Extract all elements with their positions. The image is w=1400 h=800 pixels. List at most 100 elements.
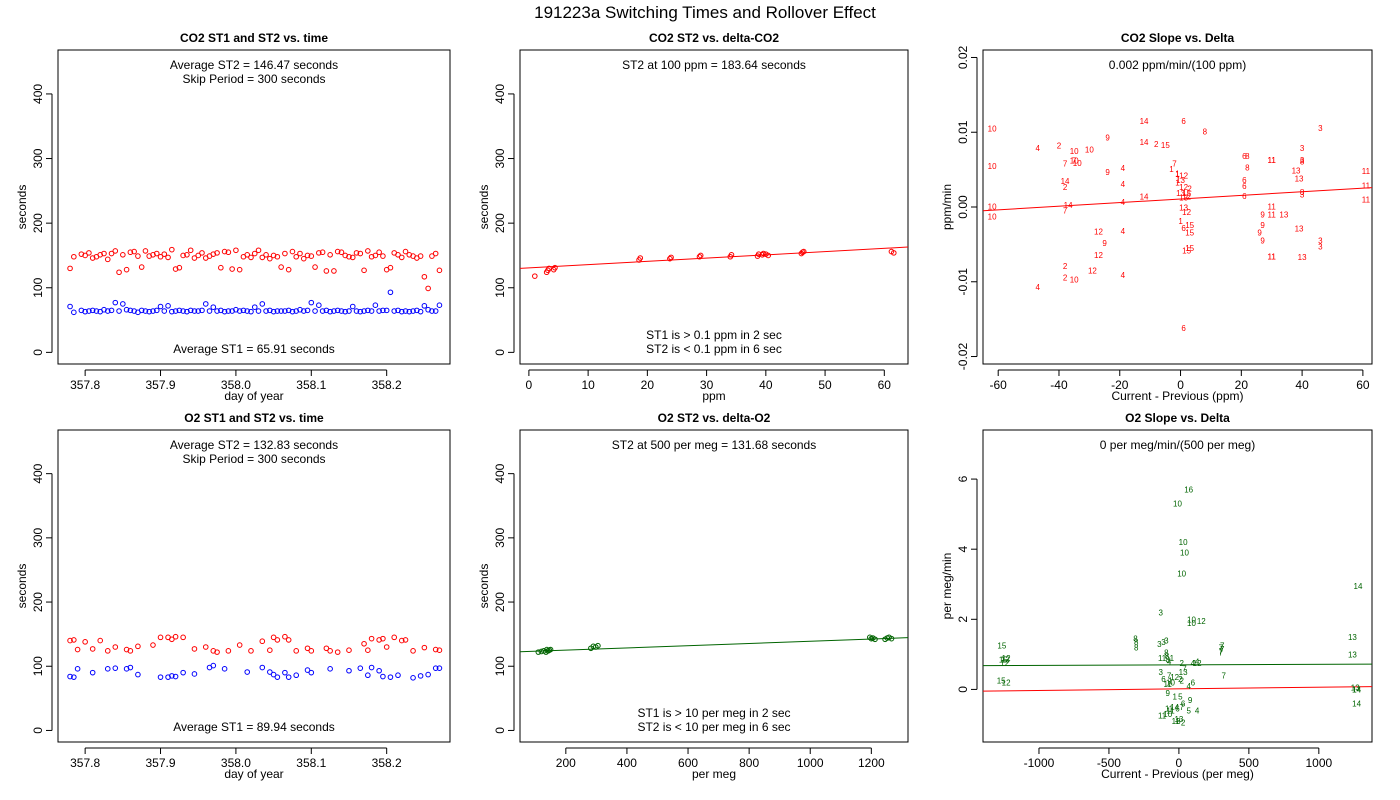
data-point-label: 1 <box>1169 165 1174 174</box>
data-point-label: 7 <box>1179 703 1184 712</box>
data-point-label: 6 <box>1181 324 1186 333</box>
data-point <box>387 289 394 296</box>
y-tick-label: 400 <box>493 463 507 483</box>
data-point-label: 11 <box>1268 252 1277 261</box>
data-point <box>383 307 390 314</box>
data-point-label: 7 <box>1219 649 1224 658</box>
data-point-label: 12 <box>1197 617 1206 626</box>
data-point <box>398 254 405 261</box>
fit-line <box>983 663 1372 667</box>
data-point-label: 11 <box>1268 202 1277 211</box>
data-point <box>236 266 243 273</box>
data-point <box>169 246 175 253</box>
data-point <box>82 252 88 259</box>
x-tick-label: 20 <box>641 378 655 392</box>
data-point <box>696 253 703 260</box>
data-point <box>331 308 337 314</box>
data-point-label: 7 <box>1167 671 1172 680</box>
data-point <box>293 648 300 654</box>
data-point <box>417 253 424 259</box>
data-point <box>282 633 288 640</box>
data-point <box>334 248 341 255</box>
annotation-line1: Average ST2 = 132.83 seconds <box>170 438 338 452</box>
data-point <box>338 308 345 314</box>
data-point <box>153 307 160 314</box>
y-tick-label: 2 <box>956 616 970 623</box>
data-point-label: 2 <box>1063 262 1068 271</box>
data-point <box>293 253 300 260</box>
data-point <box>368 308 375 314</box>
data-point-label: 12 <box>1182 208 1191 217</box>
data-point-label: 13 <box>1172 717 1181 726</box>
data-point <box>157 253 164 260</box>
data-point <box>165 303 171 309</box>
plot-frame <box>57 429 451 743</box>
data-point <box>429 308 435 314</box>
x-tick-label: 0 <box>1176 756 1183 770</box>
y-tick-label: 0 <box>493 349 507 356</box>
data-point-label: 12 <box>1094 251 1103 260</box>
y-tick-label: 200 <box>31 213 45 233</box>
data-point-label: 9 <box>1257 228 1262 237</box>
data-point-label: 13 <box>1295 175 1304 184</box>
data-point-label: 12 <box>1179 172 1188 181</box>
data-point <box>357 308 364 315</box>
data-point <box>263 308 269 314</box>
data-point <box>421 644 428 651</box>
data-point <box>221 248 228 255</box>
data-point-label: 4 <box>1121 227 1126 236</box>
data-point-label: 15 <box>1185 244 1194 253</box>
data-point <box>244 252 251 258</box>
data-point <box>323 268 330 274</box>
data-point-label: 9 <box>1260 237 1265 246</box>
data-point <box>74 646 81 653</box>
data-point <box>432 250 439 257</box>
x-tick-label: 40 <box>759 378 773 392</box>
data-point <box>395 252 401 258</box>
x-tick-label: -40 <box>1050 378 1068 392</box>
x-axis-label: ppm <box>702 389 725 403</box>
data-point <box>349 254 356 261</box>
data-point-label: 8 <box>1165 656 1170 665</box>
y-tick-label: 6 <box>956 475 970 482</box>
x-tick-label: 1000 <box>1305 756 1332 770</box>
data-point <box>236 308 243 314</box>
data-point <box>248 648 254 654</box>
fit-line <box>983 686 1372 692</box>
data-point-label: 9 <box>1105 133 1110 142</box>
data-point-label: 15 <box>997 642 1006 651</box>
y-tick-label: -0.02 <box>956 343 970 371</box>
data-point-label: 15 <box>997 677 1006 686</box>
data-point <box>327 648 333 654</box>
data-point <box>180 252 186 259</box>
data-point-label: 4 <box>1186 682 1191 691</box>
data-point <box>169 636 175 643</box>
data-point <box>765 252 772 259</box>
data-point-label: 7 <box>1182 664 1187 673</box>
data-point-label: 12 <box>1179 183 1188 192</box>
data-point-label: 3 <box>1161 638 1166 647</box>
data-point <box>142 308 149 314</box>
data-point <box>274 308 281 314</box>
data-point <box>67 673 73 680</box>
x-tick-label: 500 <box>1239 756 1259 770</box>
data-point <box>872 636 878 643</box>
data-point-label: 3 <box>1300 144 1305 153</box>
data-point-label: 7 <box>1219 647 1224 656</box>
x-axis-label: day of year <box>224 767 283 781</box>
data-point <box>112 248 119 254</box>
data-point-label: 11 <box>1268 156 1277 165</box>
data-point <box>259 638 266 645</box>
data-point-label: 3 <box>1157 640 1162 649</box>
data-point-label: 9 <box>1165 689 1170 698</box>
data-point-label: 10 <box>1085 145 1094 154</box>
data-point-label: 10 <box>1180 549 1189 558</box>
data-point-label: 4 <box>1121 180 1126 189</box>
data-point <box>274 253 281 260</box>
data-point <box>191 646 198 652</box>
data-point <box>116 269 122 276</box>
data-point-label: 10 <box>1177 570 1186 579</box>
data-point <box>432 308 439 314</box>
